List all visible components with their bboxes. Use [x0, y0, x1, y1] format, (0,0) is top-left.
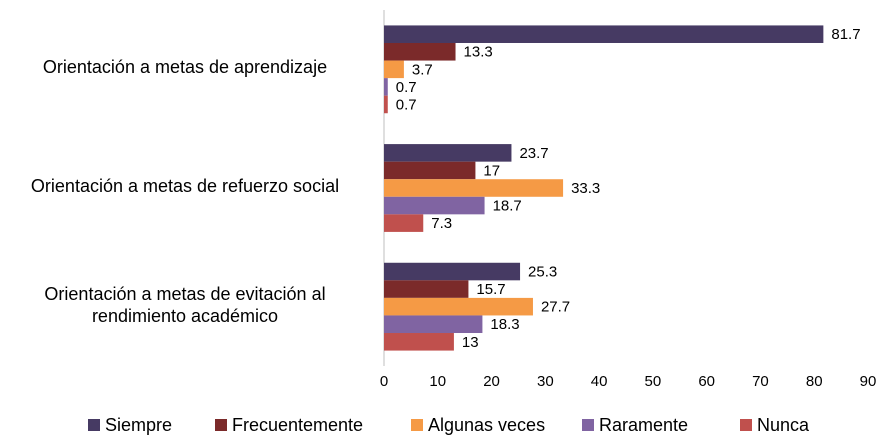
bar [384, 42, 456, 61]
x-tick-label: 40 [591, 373, 608, 390]
bar [384, 25, 824, 43]
data-label: 7.3 [431, 215, 452, 232]
bar [384, 78, 388, 96]
x-tick-label: 50 [645, 373, 662, 390]
data-label: 33.3 [571, 180, 600, 197]
category-label: Orientación a metas de aprendizaje [42, 57, 328, 78]
legend-label: Algunas veces [428, 415, 545, 435]
category-label: Orientación a metas de evitación al rend… [44, 283, 326, 326]
data-label: 3.7 [412, 61, 433, 78]
legend-label: Frecuentemente [232, 415, 363, 435]
category-label: Orientación a metas de refuerzo social [30, 176, 340, 196]
legend-swatch [411, 419, 423, 431]
data-label: 17 [483, 162, 500, 179]
bar [384, 60, 404, 79]
legend-label: Siempre [105, 415, 172, 435]
bar [384, 315, 483, 334]
data-label: 81.7 [831, 26, 860, 43]
data-label: 18.3 [490, 316, 519, 333]
bar [384, 280, 469, 298]
legend-swatch [215, 419, 227, 431]
bar [384, 161, 476, 180]
data-label: 27.7 [541, 299, 570, 316]
bar [384, 214, 424, 232]
x-tick-label: 70 [752, 373, 769, 390]
x-tick-label: 20 [483, 373, 500, 390]
data-label: 13 [462, 334, 479, 351]
legend-swatch [88, 419, 100, 431]
x-tick-label: 90 [860, 373, 877, 390]
bar [384, 196, 485, 215]
x-tick-label: 10 [429, 373, 446, 390]
bar [384, 95, 388, 114]
bar [384, 144, 512, 162]
data-label: 15.7 [476, 281, 505, 298]
bar [384, 333, 454, 351]
bar [384, 179, 564, 197]
data-label: 0.7 [396, 79, 417, 96]
data-label: 25.3 [528, 264, 557, 281]
legend-label: Nunca [757, 415, 810, 435]
bar [384, 297, 533, 316]
bar [384, 262, 521, 281]
legend-swatch [582, 419, 594, 431]
data-label: 18.7 [493, 198, 522, 215]
legend-swatch [740, 419, 752, 431]
legend-label: Raramente [599, 415, 688, 435]
x-tick-label: 30 [537, 373, 554, 390]
x-tick-label: 60 [698, 373, 715, 390]
x-tick-label: 80 [806, 373, 823, 390]
data-label: 23.7 [519, 145, 548, 162]
x-tick-label: 0 [380, 373, 388, 390]
data-label: 13.3 [464, 44, 493, 61]
data-label: 0.7 [396, 96, 417, 113]
